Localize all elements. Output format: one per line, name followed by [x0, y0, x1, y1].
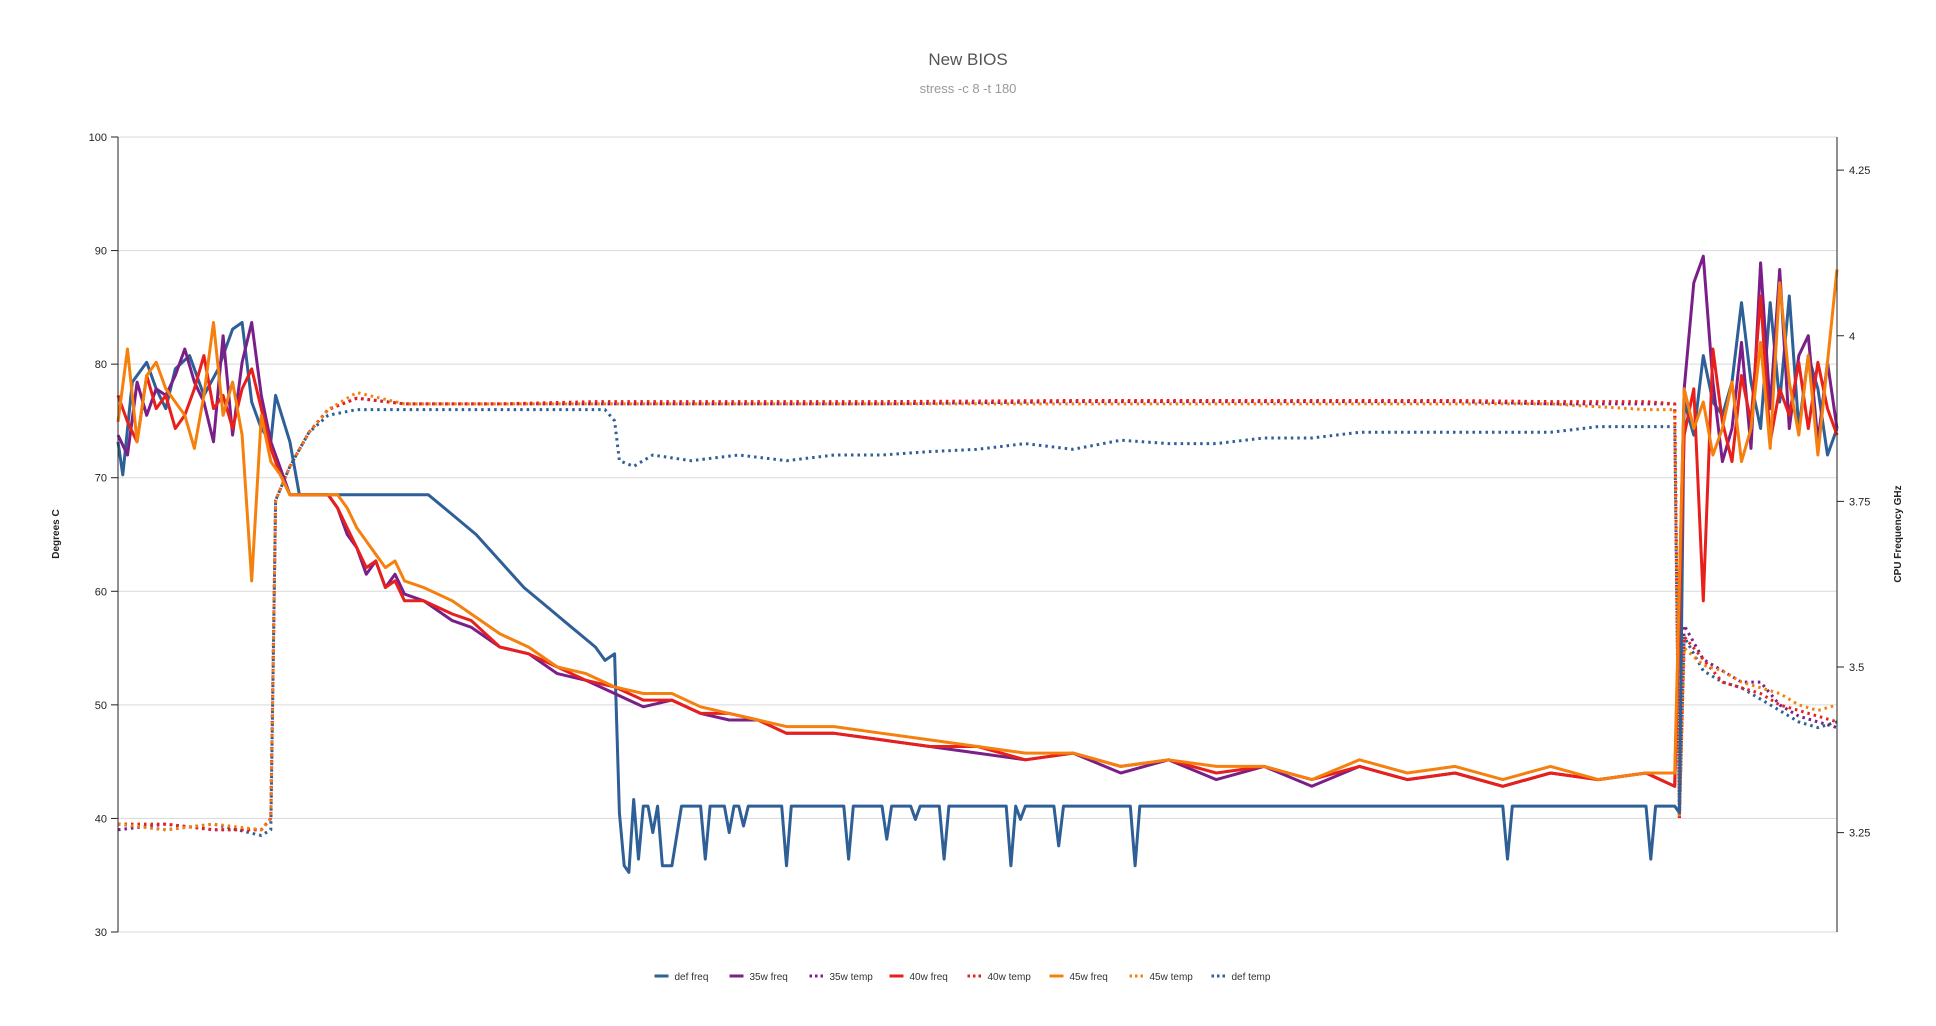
legend-item-40w-freq: 40w freq: [889, 972, 948, 983]
legend-label-0: def freq: [675, 972, 709, 983]
series-def-temp-line: [117, 408, 1838, 837]
legend-item-40w-temp: 40w temp: [967, 972, 1032, 983]
legend-item-35w-freq: 35w freq: [729, 972, 788, 983]
series-def-freq-line: [116, 294, 1839, 874]
series-35w-temp-line: [117, 396, 1838, 832]
legend: def freq 35w freq 35w temp 40w freq 40w temp…: [654, 972, 1271, 983]
left-tick-label-5: 80: [95, 359, 107, 371]
left-tick-label-0: 30: [95, 927, 107, 939]
series-layer: [116, 254, 1839, 874]
chart-title: New BIOS: [928, 50, 1007, 69]
legend-item-45w-temp: 45w temp: [1129, 972, 1194, 983]
right-tick-label-2: 3.75: [1849, 496, 1870, 508]
series-40w-temp-line: [118, 396, 1838, 832]
chart-subtitle: stress -c 8 -t 180: [920, 81, 1017, 96]
legend-item-def-temp: def temp: [1211, 972, 1271, 983]
axes: [117, 137, 1838, 932]
legend-label-5: 45w freq: [1070, 972, 1108, 983]
right-tick-label-0: 3.25: [1849, 828, 1870, 840]
series-45w-freq-line: [116, 269, 1839, 782]
series-40w-freq-line: [116, 294, 1839, 788]
legend-item-35w-temp: 35w temp: [809, 972, 874, 983]
left-ticks: 30 40 50 60 70 80 90 100: [89, 132, 118, 939]
legend-label-2: 35w temp: [830, 972, 874, 983]
gridlines: [118, 136, 1837, 933]
right-axis-title: CPU Frequency GHz: [1893, 485, 1904, 582]
right-tick-label-4: 4.25: [1849, 165, 1870, 177]
right-ticks: 3.25 3.5 3.75 4 4.25: [1837, 165, 1870, 840]
left-tick-label-7: 100: [89, 132, 107, 144]
legend-item-45w-freq: 45w freq: [1049, 972, 1108, 983]
legend-label-1: 35w freq: [750, 972, 788, 983]
legend-item-def-freq: def freq: [654, 972, 709, 983]
series-45w-temp-line: [117, 391, 1838, 832]
legend-label-6: 45w temp: [1150, 972, 1194, 983]
left-tick-label-1: 40: [95, 813, 107, 825]
legend-label-7: def temp: [1232, 972, 1271, 983]
left-tick-label-2: 50: [95, 700, 107, 712]
left-tick-label-3: 60: [95, 586, 107, 598]
legend-label-4: 40w temp: [988, 972, 1032, 983]
right-tick-label-1: 3.5: [1849, 662, 1864, 674]
left-tick-label-4: 70: [95, 473, 107, 485]
left-tick-label-6: 90: [95, 246, 107, 258]
legend-label-3: 40w freq: [910, 972, 948, 983]
right-tick-label-3: 4: [1849, 331, 1855, 343]
series-35w-freq-line: [116, 254, 1839, 788]
left-axis-title: Degrees C: [51, 509, 62, 558]
